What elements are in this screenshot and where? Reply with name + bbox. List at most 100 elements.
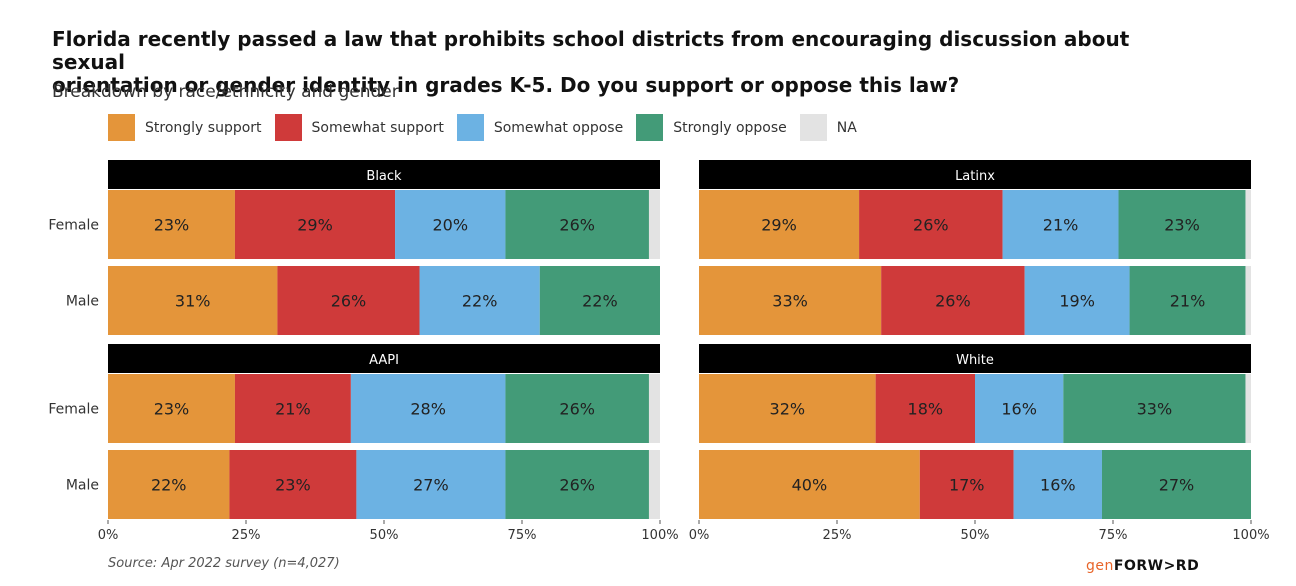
data-label: 23% <box>1164 216 1200 235</box>
bar-segment-white-male-strongly-support <box>699 450 920 519</box>
data-label: 18% <box>908 400 944 419</box>
bar-segment-latinx-male-strongly-oppose <box>1129 266 1246 335</box>
bar-segment-latinx-male-somewhat-oppose <box>1024 266 1130 335</box>
data-label: 20% <box>432 216 468 235</box>
data-label: 33% <box>772 292 808 311</box>
legend-item-na: NA <box>799 114 857 141</box>
brand-logo: genFORW>RD <box>1086 558 1199 574</box>
legend-label: NA <box>836 119 857 136</box>
legend-swatch <box>636 114 664 141</box>
bar-segment-black-male-somewhat-oppose <box>419 266 540 335</box>
bar-segment-latinx-male-na <box>1245 266 1251 335</box>
bar-segment-black-male-somewhat-support <box>277 266 420 335</box>
x-tick-label: 0% <box>98 528 119 543</box>
x-tick-label: 100% <box>1232 528 1269 543</box>
bar-segment-aapi-female-somewhat-support <box>234 374 351 443</box>
x-tick-label: 0% <box>689 528 710 543</box>
data-label: 21% <box>1170 292 1206 311</box>
y-tick-label: Male <box>66 294 99 310</box>
facet-label-white: White <box>956 353 994 368</box>
data-label: 26% <box>935 292 971 311</box>
data-label: 22% <box>582 292 618 311</box>
chart-title-line-1: Florida recently passed a law that prohi… <box>52 27 1130 74</box>
legend-label: Strongly support <box>145 119 262 136</box>
y-tick-label: Female <box>48 402 99 418</box>
bar-segment-black-male-strongly-support <box>108 266 278 335</box>
bar-segment-white-female-somewhat-support <box>875 374 975 443</box>
bar-segment-black-female-somewhat-oppose <box>395 190 506 259</box>
bar-segment-white-male-somewhat-oppose <box>1013 450 1102 519</box>
x-tick-label: 50% <box>961 528 990 543</box>
data-label: 26% <box>559 400 595 419</box>
data-label: 16% <box>1040 476 1076 495</box>
data-label: 16% <box>1001 400 1037 419</box>
bar-segment-latinx-female-somewhat-support <box>859 190 1003 259</box>
data-label: 21% <box>1043 216 1079 235</box>
y-tick-label: Male <box>66 478 99 494</box>
legend-label: Somewhat oppose <box>493 119 624 136</box>
data-label: 26% <box>559 216 595 235</box>
bar-segment-latinx-male-strongly-support <box>699 266 882 335</box>
bar-segment-white-male-strongly-oppose <box>1101 450 1251 519</box>
facet-strip-white <box>699 344 1251 373</box>
data-label: 22% <box>151 476 187 495</box>
bar-segment-black-female-na <box>648 190 660 259</box>
legend-label: Somewhat support <box>311 119 444 136</box>
x-tick-label: 75% <box>508 528 537 543</box>
x-tick-label: 75% <box>1099 528 1128 543</box>
data-label: 19% <box>1059 292 1095 311</box>
data-label: 21% <box>275 400 311 419</box>
x-tick-label: 25% <box>823 528 852 543</box>
facet-strip-black <box>108 160 660 189</box>
data-label: 27% <box>413 476 449 495</box>
data-label: 22% <box>462 292 498 311</box>
data-label: 29% <box>761 216 797 235</box>
source-note: Source: Apr 2022 survey (n=4,027) <box>108 556 340 571</box>
bar-segment-latinx-female-somewhat-oppose <box>1002 190 1119 259</box>
chart-title: Florida recently passed a law that prohi… <box>52 28 1202 97</box>
x-tick-label: 25% <box>232 528 261 543</box>
bar-segment-latinx-female-strongly-support <box>699 190 860 259</box>
bar-segment-white-female-strongly-oppose <box>1063 374 1246 443</box>
facet-strip-latinx <box>699 160 1251 189</box>
bar-segment-aapi-female-na <box>648 374 660 443</box>
bar-segment-latinx-female-strongly-oppose <box>1118 190 1246 259</box>
data-label: 32% <box>770 400 806 419</box>
bar-segment-aapi-female-somewhat-oppose <box>350 374 506 443</box>
legend-item-somewhat-support: Somewhat support <box>274 114 444 141</box>
bar-segment-aapi-male-somewhat-oppose <box>356 450 506 519</box>
data-label: 26% <box>331 292 367 311</box>
data-label: 26% <box>559 476 595 495</box>
data-label: 31% <box>175 292 211 311</box>
legend-item-strongly-oppose: Strongly oppose <box>636 114 787 141</box>
x-tick-label: 50% <box>370 528 399 543</box>
data-label: 40% <box>792 476 828 495</box>
data-label: 26% <box>913 216 949 235</box>
bar-segment-aapi-female-strongly-support <box>108 374 235 443</box>
bar-segment-aapi-male-somewhat-support <box>229 450 357 519</box>
x-tick-label: 100% <box>641 528 678 543</box>
bar-segment-black-female-strongly-oppose <box>505 190 649 259</box>
data-label: 23% <box>154 216 190 235</box>
y-tick-label: Female <box>48 218 99 234</box>
facet-label-latinx: Latinx <box>955 169 995 184</box>
facet-label-black: Black <box>366 169 402 184</box>
bar-segment-white-female-somewhat-oppose <box>975 374 1064 443</box>
bar-segment-black-female-somewhat-support <box>234 190 396 259</box>
legend-swatch <box>108 114 135 141</box>
bar-segment-white-male-somewhat-support <box>919 450 1014 519</box>
data-label: 33% <box>1137 400 1173 419</box>
chart-subtitle: Breakdown by race/ethnicity and gender <box>52 82 399 102</box>
bar-segment-black-female-strongly-support <box>108 190 235 259</box>
bar-segment-white-female-strongly-support <box>699 374 876 443</box>
bar-segment-aapi-male-strongly-oppose <box>505 450 649 519</box>
legend-swatch <box>456 114 484 141</box>
brand-name: FORW>RD <box>1113 558 1200 574</box>
bar-segment-latinx-female-na <box>1245 190 1251 259</box>
data-label: 23% <box>275 476 311 495</box>
data-label: 29% <box>297 216 333 235</box>
data-label: 27% <box>1159 476 1195 495</box>
legend-label: Strongly oppose <box>673 119 787 136</box>
facet-label-aapi: AAPI <box>369 353 399 368</box>
